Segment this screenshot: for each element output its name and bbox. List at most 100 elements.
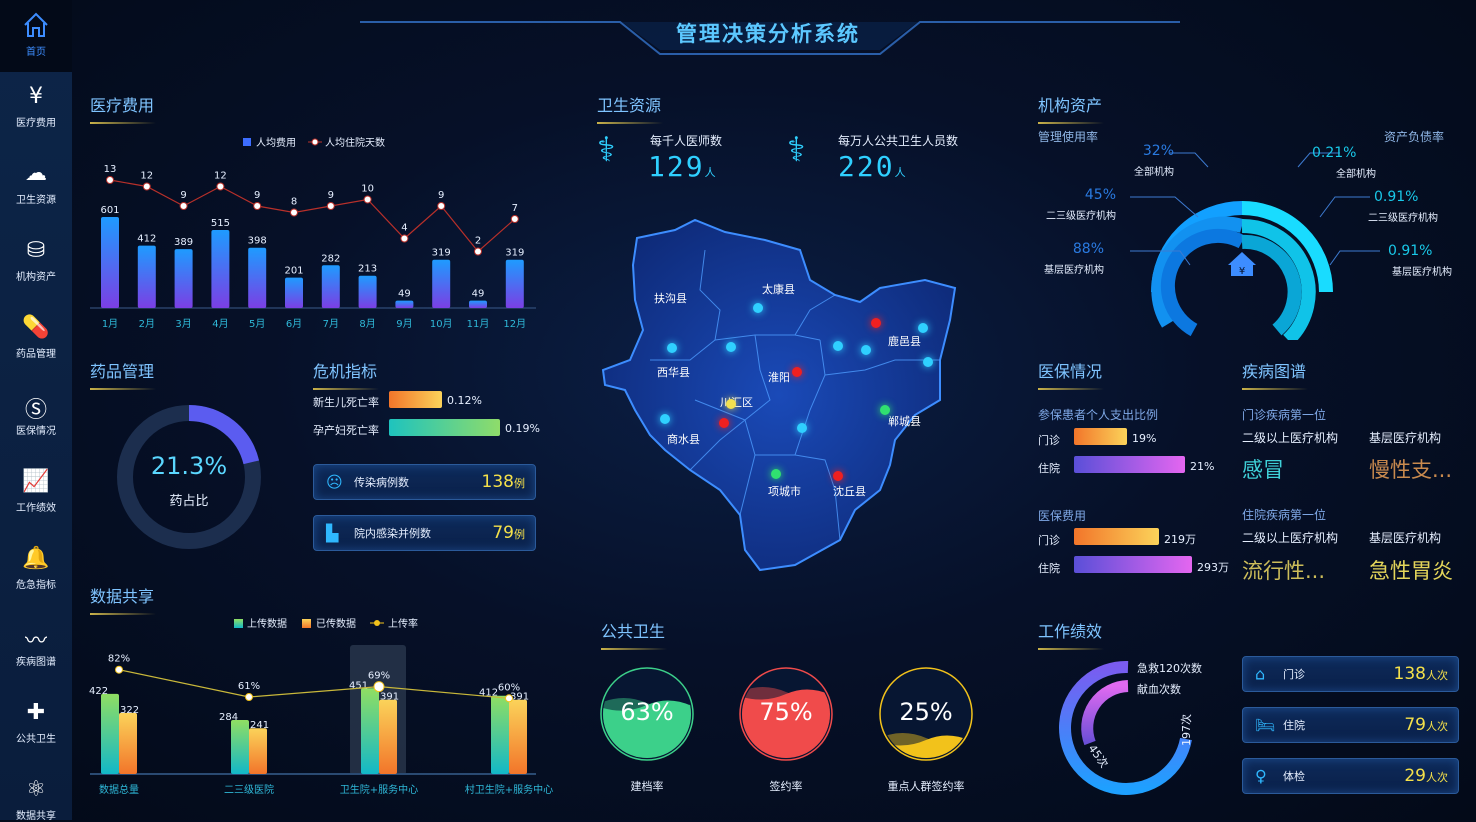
sidebar-item-6[interactable]: 🔔 危急指标	[0, 546, 72, 591]
sidebar-item-0[interactable]: ¥ 医疗费用	[0, 84, 72, 129]
public-health-gauge	[600, 667, 694, 761]
x-tick-label: 村卫生院+服务中心	[465, 783, 553, 796]
house-yen-icon: ¥	[29, 84, 43, 109]
map-marker[interactable]	[726, 399, 736, 409]
sidebar-item-label: 药品管理	[16, 349, 56, 360]
map-district-label[interactable]: 西华县	[657, 366, 690, 379]
bar-label: 391	[380, 692, 399, 703]
bar-label: 422	[89, 686, 108, 697]
si-logo-icon: Ⓢ	[24, 398, 47, 423]
bar-label: 282	[321, 253, 340, 264]
bar	[174, 249, 193, 308]
map-marker[interactable]	[918, 323, 928, 333]
x-tick-label: 10月	[430, 318, 453, 330]
map-district-label[interactable]: 项城市	[768, 485, 801, 498]
line-label: 4	[401, 223, 407, 234]
bar-value: 293万	[1197, 561, 1229, 574]
map-district-label[interactable]: 鹿邑县	[888, 335, 921, 348]
bar-label: 201	[284, 266, 303, 277]
drug-ratio-value: 21.3%	[150, 452, 228, 480]
bar	[321, 265, 340, 308]
map-marker[interactable]	[833, 471, 843, 481]
bar-label: 49	[472, 289, 485, 300]
sidebar-item-2[interactable]: ⛁ 机构资产	[0, 238, 72, 283]
line-label: 7	[512, 203, 518, 214]
line-label: 9	[254, 190, 260, 201]
sidebar-item-label: 机构资产	[16, 272, 56, 283]
map-marker[interactable]	[797, 423, 807, 433]
bar	[101, 217, 119, 308]
map-district-label[interactable]: 郸城县	[888, 415, 921, 428]
virus-icon: ☹	[326, 472, 343, 492]
bar	[379, 699, 397, 774]
sidebar-item-7[interactable]: 〰疾病图谱	[0, 623, 72, 668]
sidebar-item-3[interactable]: 💊 药品管理	[0, 315, 72, 360]
outpatient-title: 门诊疾病第一位	[1242, 408, 1327, 422]
crisis-rate-value: 0.19%	[505, 422, 540, 435]
line-point	[373, 681, 385, 693]
ring-legend: 献血次数	[1137, 683, 1181, 696]
map-marker[interactable]	[792, 367, 802, 377]
map-marker[interactable]	[667, 343, 677, 353]
region-map[interactable]	[595, 210, 965, 580]
map-marker[interactable]	[719, 418, 729, 428]
col-label: 基层医疗机构	[1369, 431, 1442, 445]
line-label: 9	[438, 190, 444, 201]
bar	[249, 728, 267, 774]
bar-label: 515	[211, 218, 230, 229]
sidebar-item-5[interactable]: 📈 工作绩效	[0, 469, 72, 514]
map-district-label[interactable]: 太康县	[762, 283, 795, 296]
sidebar	[0, 0, 72, 820]
public-health-gauge	[879, 667, 973, 761]
performance-card: 🛏 住院 79人次	[1242, 707, 1459, 743]
line-chart-icon: 📈	[22, 469, 50, 494]
insurance-ratio-title: 参保患者个人支出比例	[1038, 408, 1159, 422]
bar-label: 389	[174, 237, 193, 248]
legend-label: 上传率	[388, 617, 418, 630]
map-marker[interactable]	[861, 345, 871, 355]
bar	[285, 277, 303, 308]
map-marker[interactable]	[833, 341, 843, 351]
bar-label: 门诊	[1038, 434, 1060, 447]
x-tick-label: 5月	[249, 318, 265, 330]
sidebar-item-9[interactable]: ⚛ 数据共享	[0, 777, 72, 822]
map-district-label[interactable]: 商水县	[667, 433, 700, 446]
card-icon: ⌂	[1255, 664, 1266, 684]
drug-ratio-donut	[117, 405, 261, 549]
sidebar-home[interactable]: 首页	[0, 0, 72, 72]
card-label: 体检	[1283, 770, 1305, 783]
disease-name: 感冒	[1242, 458, 1284, 482]
line-label: 8	[291, 197, 297, 208]
asset-rate-label: 基层医疗机构	[1044, 265, 1104, 276]
sidebar-item-8[interactable]: ✚ 公共卫生	[0, 700, 72, 745]
bar-label: 398	[248, 236, 267, 247]
map-marker[interactable]	[726, 342, 736, 352]
inpatient-title: 住院疾病第一位	[1242, 508, 1327, 522]
map-district-label[interactable]: 沈丘县	[833, 485, 866, 498]
line-point	[253, 202, 262, 210]
map-marker[interactable]	[771, 469, 781, 479]
sidebar-item-4[interactable]: Ⓢ 医保情况	[0, 392, 72, 437]
nurse-icon: ⚕	[787, 130, 806, 170]
map-marker[interactable]	[880, 405, 890, 415]
map-district-label[interactable]: 淮阳	[768, 371, 790, 384]
svg-text:¥: ¥	[1239, 266, 1245, 277]
map-marker[interactable]	[753, 303, 763, 313]
panel-title-resources: 卫生资源	[597, 92, 664, 124]
bar	[469, 300, 487, 308]
map-marker[interactable]	[660, 414, 670, 424]
assets-right-title: 资产负债率	[1384, 130, 1445, 144]
bar-label: 412	[479, 688, 498, 699]
map-district-label[interactable]: 扶沟县	[654, 292, 687, 305]
crisis-rate-label: 孕产妇死亡率	[313, 424, 379, 437]
yen-house-icon: ¥	[1228, 252, 1256, 277]
bar-label: 322	[120, 705, 139, 716]
stat-unit: 人	[704, 166, 718, 179]
map-marker[interactable]	[871, 318, 881, 328]
line-label: 9	[328, 190, 334, 201]
map-district-label[interactable]: 川汇区	[720, 396, 753, 409]
sidebar-item-1[interactable]: ☁ 卫生资源	[0, 161, 72, 206]
map-marker[interactable]	[923, 357, 933, 367]
line-point	[115, 665, 123, 674]
line-point	[216, 182, 225, 191]
